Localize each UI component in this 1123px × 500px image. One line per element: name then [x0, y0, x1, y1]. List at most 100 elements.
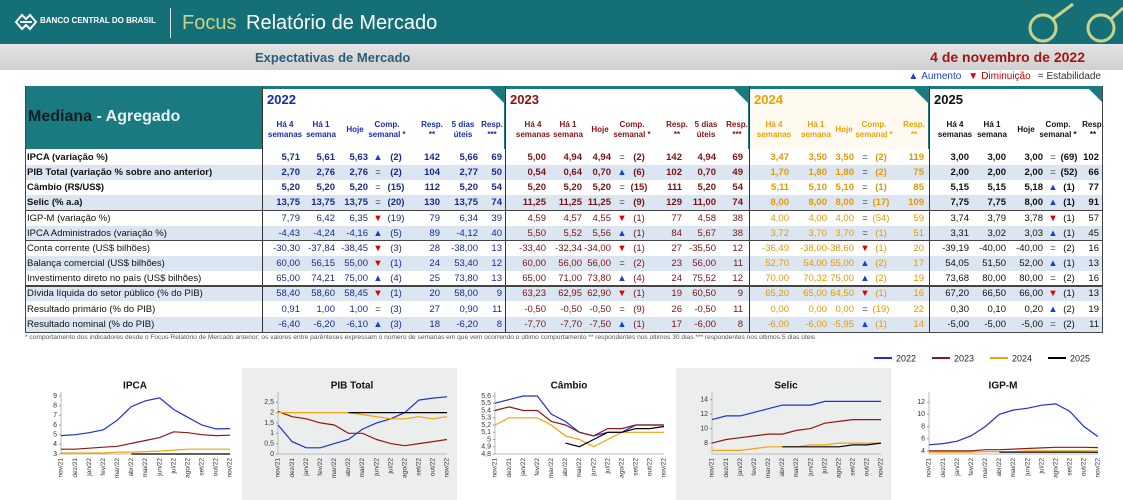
table-cell: -7,50	[589, 318, 611, 330]
trend-symbol: ▼	[373, 288, 383, 300]
table-cell: 3,70	[835, 227, 855, 239]
table-cell: 5,52	[563, 227, 583, 239]
trend-symbol: =	[862, 167, 868, 179]
column-header: Há 1 semana	[306, 120, 336, 139]
series-line	[711, 400, 881, 421]
column-header: Há 4 semanas	[756, 120, 792, 139]
table-cell: 0,90	[459, 303, 479, 315]
table-cell: (1)	[1063, 212, 1075, 224]
row-background	[25, 225, 1103, 241]
bank-name: BANCO CENTRAL DO BRASIL	[40, 16, 156, 25]
x-tick-label: nov/21	[58, 458, 65, 478]
trend-symbol: ▲	[373, 273, 383, 285]
table-cell: 0,10	[987, 303, 1007, 315]
column-header: Comp. semanal *	[368, 120, 406, 139]
x-tick-label: nov/22	[444, 458, 451, 478]
table-cell: 70,32	[803, 273, 827, 285]
table-cell: -4,24	[313, 227, 335, 239]
table-cell: 3,00	[987, 152, 1007, 163]
table-cell: 3,50	[835, 152, 855, 163]
x-tick-label: mar/22	[548, 458, 555, 479]
table-cell: 13,75	[454, 197, 478, 209]
table-cell: -36,49	[762, 242, 789, 254]
series-line	[711, 419, 881, 444]
x-tick-label: mar/22	[765, 458, 772, 479]
x-tick-label: nov/22	[1095, 458, 1102, 478]
series-line	[565, 425, 665, 448]
x-tick-label: out/22	[647, 458, 654, 476]
table-bottom-rule	[25, 331, 1103, 333]
x-tick-label: mai/22	[142, 458, 149, 478]
series-line	[494, 406, 664, 437]
x-tick-label: abr/22	[996, 458, 1003, 477]
table-cell: -0,50	[524, 303, 546, 315]
table-cell: 3,50	[808, 152, 828, 163]
row-label: IGP-M (variação %)	[27, 212, 111, 224]
table-cell: (2)	[875, 167, 887, 179]
y-tick-label: 8	[704, 440, 708, 447]
table-cell: 4,94	[697, 152, 717, 163]
column-header: Hoje	[835, 125, 853, 134]
column-header: Resp. ***	[726, 120, 748, 139]
table-cell: (2)	[633, 152, 645, 163]
column-header: Há 1 semana	[553, 120, 583, 139]
table-cell: 16	[913, 288, 924, 300]
trend-symbol: ▲	[1048, 303, 1058, 315]
table-cell: 52,00	[1019, 258, 1043, 270]
x-tick-label: abr/22	[779, 458, 786, 477]
x-tick-label: jan/22	[737, 458, 744, 477]
trend-symbol: =	[862, 303, 868, 315]
table-cell: (15)	[630, 182, 648, 194]
x-tick-label: out/22	[1081, 458, 1088, 476]
table-cell: 5,20	[281, 182, 301, 194]
y-tick-label: 0,5	[264, 440, 274, 447]
table-cell: 19	[913, 273, 924, 285]
x-tick-label: nov/21	[492, 458, 499, 478]
row-background	[25, 316, 1103, 332]
table-cell: 2,76	[316, 167, 336, 179]
trend-symbol: =	[619, 152, 625, 163]
row-background	[25, 286, 1103, 302]
table-cell: 11,25	[522, 197, 546, 209]
x-tick-label: dez/21	[723, 458, 730, 478]
row-label: Resultado primário (% do PIB)	[27, 303, 156, 315]
trend-symbol: =	[619, 303, 625, 315]
trend-symbol: ▲	[617, 167, 627, 179]
y-tick-label: 5,3	[481, 415, 491, 422]
table-cell: -7,70	[560, 318, 582, 330]
table-cell: (6)	[633, 167, 645, 179]
table-cell: -32,34	[555, 242, 582, 254]
decoration	[1028, 2, 1123, 43]
table-cell: 60,50	[692, 288, 716, 300]
y-tick-label: 6	[921, 436, 925, 443]
trend-symbol: ▲	[860, 273, 870, 285]
series-line	[61, 431, 231, 450]
table-cell: 5,61	[316, 152, 336, 163]
table-cell: 73,80	[454, 273, 478, 285]
x-tick-label: jun/22	[373, 458, 380, 477]
x-tick-label: ago/22	[835, 458, 842, 478]
row-label: Câmbio (R$/US$)	[27, 182, 105, 194]
table-cell: 73,68	[945, 273, 969, 285]
table-cell: 64,50	[830, 288, 854, 300]
column-rule	[749, 86, 750, 332]
trend-symbol: =	[375, 182, 381, 194]
table-cell: (2)	[875, 152, 887, 163]
table-cell: 19	[1088, 303, 1099, 315]
x-tick-label: set/22	[199, 458, 206, 476]
y-tick-label: 1	[270, 430, 274, 437]
table-cell: (1)	[875, 318, 887, 330]
separator	[170, 8, 171, 38]
column-header: Hoje	[1017, 125, 1035, 134]
table-cell: (1)	[875, 182, 887, 194]
trend-symbol: =	[1050, 273, 1056, 285]
table-cell: (2)	[390, 167, 402, 179]
table-cell: 91	[1088, 197, 1099, 209]
table-cell: -5,95	[832, 318, 854, 330]
table-cell: (1)	[633, 227, 645, 239]
table-cell: 56,00	[692, 258, 716, 270]
y-tick-label: 8	[921, 423, 925, 430]
y-tick-label: 10	[917, 411, 925, 418]
table-cell: 79	[429, 212, 440, 224]
x-tick-label: dez/21	[72, 458, 79, 478]
